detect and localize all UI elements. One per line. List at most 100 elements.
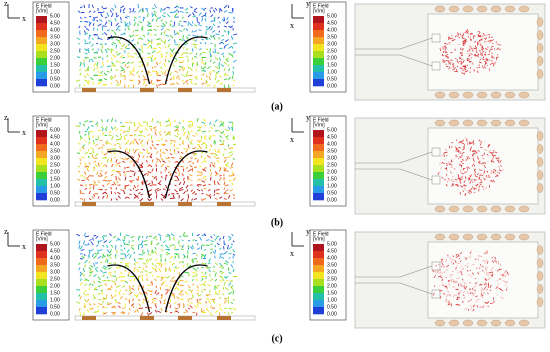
field-arrow xyxy=(213,266,216,268)
field-arrow xyxy=(473,47,476,50)
field-arrow xyxy=(88,41,91,45)
field-arrow xyxy=(113,126,117,130)
field-arrow xyxy=(476,70,479,74)
field-arrow xyxy=(104,258,108,263)
field-arrow xyxy=(81,272,85,277)
field-arrow xyxy=(115,159,118,163)
field-arrow xyxy=(169,142,173,145)
field-arrow xyxy=(101,291,103,295)
field-arrow xyxy=(133,121,136,126)
field-arrow xyxy=(79,16,82,19)
field-arrow xyxy=(469,190,472,193)
field-arrow xyxy=(480,141,483,144)
field-arrow xyxy=(117,177,121,181)
field-arrow xyxy=(480,52,482,54)
field-arrow xyxy=(470,187,473,191)
field-arrow xyxy=(149,33,153,36)
field-arrow xyxy=(120,312,125,315)
field-arrow xyxy=(193,10,198,13)
field-arrow xyxy=(107,267,112,270)
field-arrow xyxy=(110,160,112,163)
field-arrow xyxy=(218,37,220,40)
field-arrow xyxy=(471,272,474,275)
field-arrow xyxy=(175,310,180,313)
field-arrow xyxy=(186,189,189,192)
field-arrow xyxy=(111,48,114,52)
field-arrow xyxy=(132,305,135,309)
field-arrow xyxy=(127,84,130,88)
field-arrow xyxy=(204,178,207,181)
field-arrow xyxy=(450,260,453,264)
field-arrow xyxy=(223,45,226,49)
field-arrow xyxy=(93,274,97,277)
field-arrow xyxy=(487,277,491,281)
field-arrow xyxy=(187,285,191,289)
field-arrow xyxy=(95,153,99,157)
field-arrow xyxy=(78,262,81,265)
field-arrow xyxy=(118,293,121,295)
field-arrow xyxy=(93,160,97,163)
field-arrow xyxy=(174,135,179,138)
field-arrow xyxy=(228,291,232,295)
electrode xyxy=(217,88,231,92)
field-arrow xyxy=(151,267,156,270)
field-arrow xyxy=(124,289,128,291)
field-arrow xyxy=(219,122,223,127)
field-arrow xyxy=(76,178,81,181)
field-arrow xyxy=(168,267,171,271)
field-arrow xyxy=(93,166,96,169)
field-arrow xyxy=(78,240,81,245)
field-arrow xyxy=(459,181,462,184)
field-arrow xyxy=(163,30,166,35)
field-arrow xyxy=(196,117,199,123)
field-arrow xyxy=(148,25,153,28)
field-arrow xyxy=(473,35,476,38)
field-arrow xyxy=(135,262,139,264)
field-arrow xyxy=(462,32,465,37)
field-arrow xyxy=(151,282,153,286)
field-arrow xyxy=(142,75,146,79)
field-arrow xyxy=(212,51,216,54)
field-arrow xyxy=(468,300,470,302)
field-arrow xyxy=(167,130,171,135)
field-arrow xyxy=(183,127,185,132)
field-arrow xyxy=(497,44,502,46)
field-arrow xyxy=(124,64,127,67)
field-arrow xyxy=(490,274,493,276)
colorbar-swatch xyxy=(313,58,324,66)
field-arrow xyxy=(210,34,213,38)
field-arrow xyxy=(228,282,232,286)
field-arrow xyxy=(88,198,92,201)
field-arrow xyxy=(219,237,221,241)
field-arrow xyxy=(451,270,454,273)
field-arrow xyxy=(158,61,162,64)
field-arrow xyxy=(184,291,189,295)
field-arrow xyxy=(230,312,234,314)
field-arrow xyxy=(201,7,205,11)
colorbar-tick-label: 1.50 xyxy=(327,176,337,182)
field-arrow xyxy=(133,184,137,189)
electrode xyxy=(178,88,192,92)
field-arrow xyxy=(201,171,203,175)
flow-arrow xyxy=(164,150,208,199)
axis-label: x xyxy=(22,128,26,137)
field-arrow xyxy=(502,280,506,283)
field-arrow xyxy=(454,35,457,38)
field-arrow xyxy=(106,279,111,282)
field-arrow xyxy=(133,10,136,13)
field-arrow xyxy=(481,265,485,268)
field-arrow xyxy=(93,157,99,160)
field-arrow xyxy=(117,84,121,86)
field-arrow xyxy=(98,37,103,40)
field-arrow xyxy=(219,262,223,266)
field-arrow xyxy=(219,167,222,172)
pad xyxy=(448,205,460,213)
field-arrow xyxy=(107,303,112,306)
field-arrow xyxy=(441,265,443,268)
field-arrow xyxy=(93,62,97,67)
field-arrow xyxy=(103,78,108,81)
field-arrow xyxy=(193,7,198,11)
field-arrow xyxy=(104,156,108,159)
field-arrow xyxy=(142,80,146,85)
field-arrow xyxy=(444,178,446,181)
